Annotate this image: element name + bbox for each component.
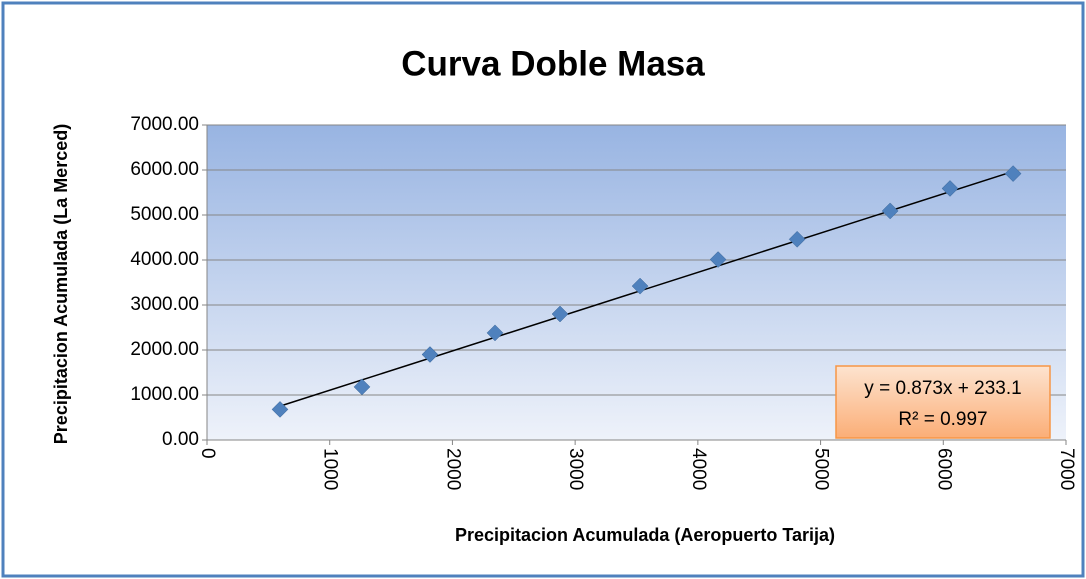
data-point bbox=[551, 305, 569, 323]
data-point bbox=[788, 230, 806, 248]
x-tick-label: 3000 bbox=[565, 448, 586, 490]
data-point bbox=[631, 277, 649, 295]
y-tick-label: 6000.00 bbox=[130, 159, 199, 180]
x-tick-label: 5000 bbox=[811, 448, 832, 490]
data-point bbox=[421, 346, 439, 363]
x-tick-label: 2000 bbox=[442, 448, 463, 490]
x-tick-label: 4000 bbox=[688, 448, 709, 490]
y-tick-label: 5000.00 bbox=[130, 204, 199, 225]
trendline-label-box bbox=[835, 365, 1051, 439]
data-point bbox=[486, 324, 504, 342]
chart-title: Curva Doble Masa bbox=[401, 44, 705, 83]
data-point bbox=[941, 180, 959, 197]
data-point bbox=[353, 378, 371, 396]
data-point bbox=[1004, 165, 1022, 182]
y-tick-label: 7000.00 bbox=[130, 114, 199, 135]
y-tick-label: 2000.00 bbox=[130, 339, 199, 360]
y-axis-title: Precipitacion Acumulada (La Merced) bbox=[51, 124, 71, 444]
data-point bbox=[881, 202, 899, 220]
y-tick-label: 1000.00 bbox=[130, 384, 199, 405]
y-tick-label: 3000.00 bbox=[130, 294, 199, 315]
y-tick-label: 4000.00 bbox=[130, 249, 199, 270]
trendline-equation: y = 0.873x + 233.1 bbox=[864, 378, 1021, 399]
x-tick-label: 7000 bbox=[1056, 448, 1077, 490]
x-tick-label: 0 bbox=[197, 448, 218, 459]
x-tick-label: 1000 bbox=[320, 448, 341, 490]
x-axis-title: Precipitacion Acumulada (Aeropuerto Tari… bbox=[455, 525, 835, 545]
trendline-r2: R² = 0.997 bbox=[898, 409, 987, 430]
x-tick-label: 6000 bbox=[933, 448, 954, 490]
data-point bbox=[271, 401, 289, 418]
y-tick-label: 0.00 bbox=[162, 429, 199, 450]
data-point bbox=[709, 251, 727, 268]
